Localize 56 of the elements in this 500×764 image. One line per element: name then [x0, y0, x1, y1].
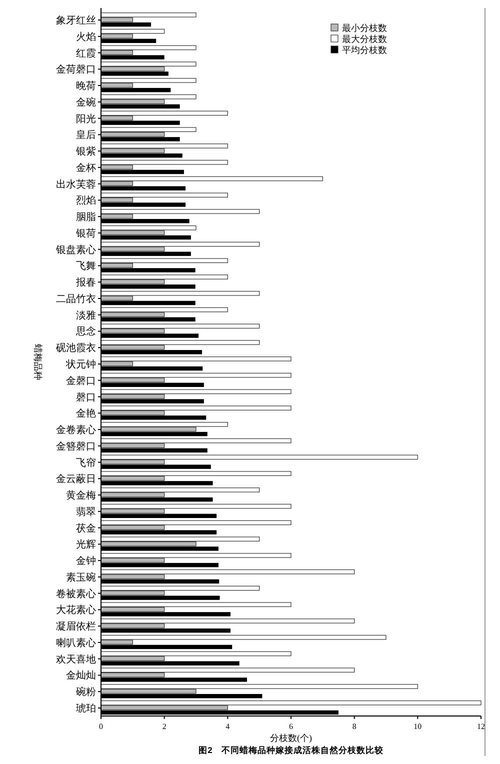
x-tick-label: 10 [414, 722, 422, 731]
y-tick-label: 象牙红丝 [56, 14, 96, 27]
y-tick-label: 琥珀 [76, 702, 96, 714]
x-tick-label: 4 [226, 722, 230, 731]
x-tick-label: 8 [352, 722, 356, 731]
x-tick-label: 0 [99, 722, 103, 731]
y-tick-label: 二品竹衣 [56, 292, 96, 305]
y-tick-label: 大花素心 [56, 604, 96, 616]
y-tick-label: 金磬口 [66, 374, 96, 387]
x-axis-title: 分枝数(个) [270, 733, 312, 743]
y-tick-label: 飞帘 [76, 456, 96, 469]
legend-label: 平均分枝数 [342, 45, 387, 55]
y-tick-label: 飞舞 [76, 260, 96, 272]
x-tick-label: 12 [477, 722, 485, 731]
y-tick-label: 皇后 [76, 129, 96, 142]
y-tick-label: 金艳 [76, 408, 96, 420]
y-tick-label: 碗粉 [76, 686, 96, 698]
y-tick-label: 金碗 [76, 96, 96, 108]
y-tick-label: 凝眉依栏 [56, 620, 96, 633]
y-tick-label: 金云蔽日 [56, 473, 96, 486]
y-tick-label: 状元钟 [65, 358, 96, 370]
y-tick-label: 火焰 [76, 30, 96, 43]
y-tick-label: 金卷素心 [56, 424, 96, 436]
y-tick-label: 淡雅 [76, 309, 96, 322]
y-axis-title: 蜡梅品种 [33, 344, 43, 380]
y-tick-label: 报春 [75, 276, 96, 289]
y-tick-label: 金簪磬口 [56, 440, 96, 452]
y-tick-label: 银盘素心 [55, 244, 96, 256]
x-tick-label: 6 [289, 722, 293, 731]
y-tick-label: 砚池霞衣 [55, 342, 96, 354]
y-tick-label: 出水芙蓉 [56, 178, 96, 190]
y-tick-label: 烈焰 [76, 194, 96, 207]
y-tick-label: 金杯 [76, 162, 96, 174]
y-tick-label: 黄金梅 [66, 490, 96, 502]
y-tick-label: 思念 [75, 326, 96, 338]
y-tick-label: 银紫 [75, 146, 96, 158]
legend-label: 最小分枝数 [342, 23, 387, 33]
legend-label: 最大分枝数 [342, 34, 387, 44]
y-tick-label: 阳光 [76, 112, 96, 125]
y-tick-label: 胭脂 [76, 211, 96, 224]
y-tick-label: 茯金 [76, 522, 96, 534]
y-tick-label: 素玉碗 [66, 571, 96, 584]
y-tick-label: 红霞 [76, 47, 96, 60]
y-tick-label: 银荷 [75, 227, 96, 240]
y-tick-label: 欢天喜地 [56, 653, 96, 666]
y-tick-label: 磬口 [76, 391, 96, 404]
y-tick-label: 金荷磬口 [56, 64, 96, 76]
text: 图2 不同蜡梅品种嫁接成活株自然分枝数比较 [198, 745, 384, 755]
y-tick-label: 金灿灿 [66, 670, 96, 682]
x-tick-label: 2 [162, 722, 166, 731]
y-tick-label: 卷被素心 [56, 588, 96, 600]
y-tick-label: 翡翠 [76, 506, 96, 518]
y-tick-label: 金钟 [76, 555, 96, 568]
y-tick-label: 晚荷 [76, 80, 96, 92]
y-tick-label: 光辉 [76, 538, 96, 551]
y-tick-label: 喇叭素心 [56, 636, 96, 649]
